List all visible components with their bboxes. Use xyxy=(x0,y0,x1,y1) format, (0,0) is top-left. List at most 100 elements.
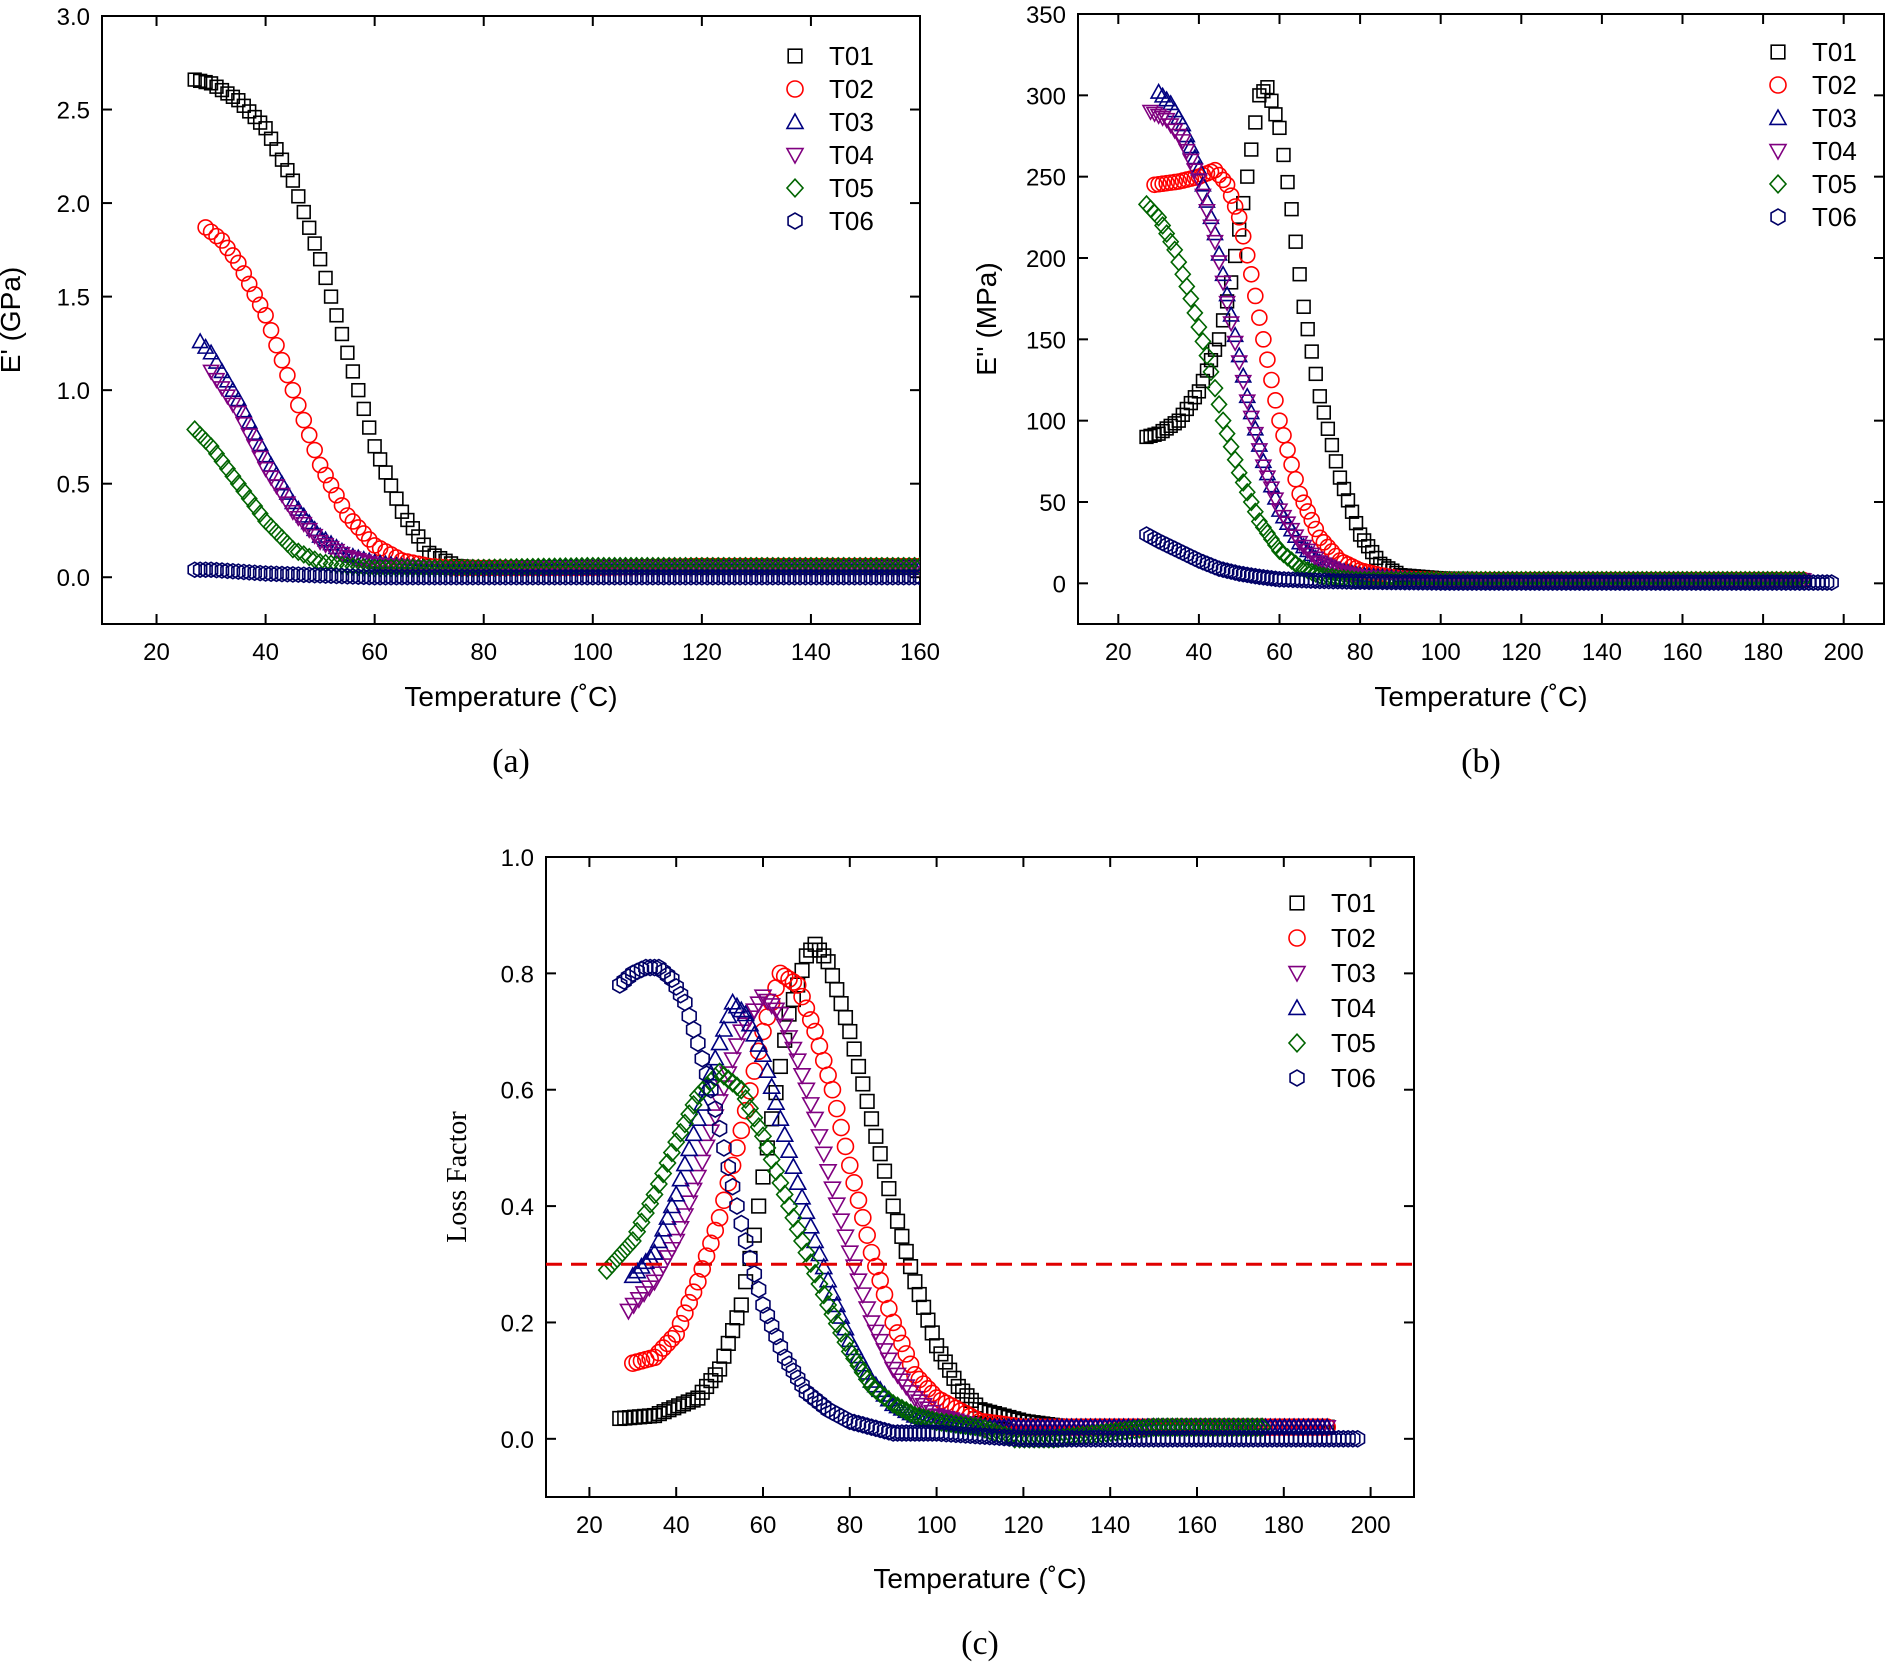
data-point xyxy=(684,1124,703,1142)
data-point xyxy=(207,444,226,464)
x-tick-label: 120 xyxy=(1003,1512,1043,1539)
data-point xyxy=(1242,492,1260,512)
panel-caption: (c) xyxy=(961,1625,999,1662)
data-point xyxy=(1238,1417,1258,1438)
data-point xyxy=(675,1154,695,1172)
legend-label: T06 xyxy=(1331,1063,1376,1093)
data-point xyxy=(1272,120,1287,136)
data-point xyxy=(1252,568,1267,586)
x-tick-label: 160 xyxy=(900,639,940,666)
data-point xyxy=(367,568,382,586)
x-tick-label: 60 xyxy=(361,639,388,666)
data-point xyxy=(1153,86,1172,103)
data-point xyxy=(372,568,388,586)
data-point xyxy=(225,89,241,104)
data-point xyxy=(597,1260,616,1281)
data-point xyxy=(711,1361,728,1377)
data-point xyxy=(197,219,214,236)
data-point xyxy=(585,568,601,586)
data-point xyxy=(273,351,291,369)
data-point xyxy=(258,121,273,136)
data-point xyxy=(996,1428,1012,1447)
data-point xyxy=(915,1299,932,1315)
data-point xyxy=(776,568,791,586)
data-point xyxy=(837,1009,854,1026)
data-point xyxy=(797,999,816,1018)
data-point xyxy=(901,1355,920,1374)
data-point xyxy=(300,547,318,567)
data-point xyxy=(827,1313,846,1334)
data-point xyxy=(1230,209,1248,226)
chart-panel-c: 20 40 60 80 100 120 140 160 180 200 0.0 0.2 0.4 0.6 0.… xyxy=(442,845,1415,1662)
data-point xyxy=(460,568,475,586)
data-point xyxy=(710,1062,729,1083)
data-point xyxy=(273,474,291,491)
x-tick-label: 160 xyxy=(1662,639,1702,666)
data-point xyxy=(928,1338,945,1354)
data-point xyxy=(792,1067,812,1085)
data-point xyxy=(816,948,832,964)
data-point xyxy=(859,1417,875,1435)
data-point xyxy=(784,1157,803,1175)
data-point xyxy=(525,568,541,586)
data-point xyxy=(671,1221,690,1238)
y-tick-label: 0.2 xyxy=(501,1310,534,1337)
data-point xyxy=(710,1208,729,1227)
data-point xyxy=(755,1296,771,1314)
data-point xyxy=(750,1280,767,1299)
data-point xyxy=(1162,232,1180,252)
data-point xyxy=(601,568,617,586)
legend-marker xyxy=(785,178,805,198)
x-tick-label: 140 xyxy=(1090,1512,1130,1539)
x-tick-label: 180 xyxy=(1743,639,1783,666)
x-tick-label: 60 xyxy=(750,1512,777,1539)
data-point xyxy=(868,1419,884,1438)
data-point xyxy=(898,1243,914,1260)
data-point xyxy=(656,1404,672,1420)
data-point xyxy=(854,1208,872,1227)
legend-label: T03 xyxy=(1812,103,1857,133)
data-point xyxy=(596,568,612,586)
data-point xyxy=(740,1014,760,1032)
data-point xyxy=(1182,289,1200,309)
data-point xyxy=(896,1379,916,1397)
data-point xyxy=(1254,459,1273,476)
data-point xyxy=(879,1390,898,1411)
data-point xyxy=(719,1069,738,1090)
data-point xyxy=(785,1362,802,1381)
data-point xyxy=(273,528,291,548)
data-point xyxy=(295,544,313,564)
data-point xyxy=(872,1420,888,1439)
data-point xyxy=(905,556,920,576)
data-point xyxy=(394,504,410,519)
legend-label: T06 xyxy=(829,206,874,236)
data-point xyxy=(1340,493,1356,508)
y-tick-label: 150 xyxy=(1026,327,1066,354)
data-point xyxy=(797,1082,816,1100)
data-point xyxy=(1280,174,1295,190)
data-point xyxy=(658,1208,677,1225)
data-point xyxy=(745,1107,764,1128)
data-point xyxy=(427,568,442,586)
data-point xyxy=(794,1376,810,1395)
data-point xyxy=(344,556,362,576)
data-point xyxy=(1247,287,1264,305)
data-point xyxy=(608,1248,627,1269)
data-point xyxy=(794,962,810,979)
legend-label: T03 xyxy=(829,107,874,137)
data-point xyxy=(772,1337,789,1356)
data-point xyxy=(721,568,737,586)
data-point xyxy=(788,1053,808,1071)
data-point xyxy=(780,970,798,988)
data-point xyxy=(345,364,361,379)
data-point xyxy=(901,568,917,586)
data-point xyxy=(1267,392,1284,409)
data-point xyxy=(1263,371,1280,389)
data-point xyxy=(858,568,873,586)
data-point xyxy=(933,1346,949,1362)
data-point xyxy=(300,513,319,530)
data-point xyxy=(1195,373,1211,389)
legend-marker xyxy=(1768,143,1788,161)
data-point xyxy=(733,1214,750,1233)
series-T04 xyxy=(1141,104,1813,590)
